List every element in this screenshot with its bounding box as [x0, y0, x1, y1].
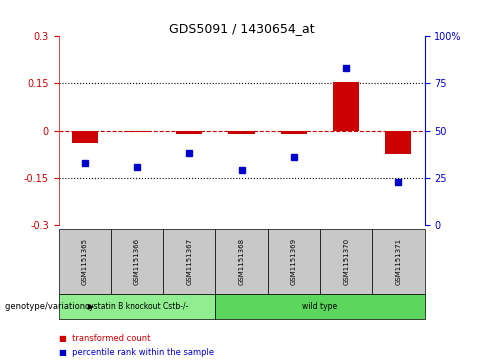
- Bar: [176, 131, 203, 134]
- Text: ■  percentile rank within the sample: ■ percentile rank within the sample: [59, 348, 214, 358]
- Text: wild type: wild type: [303, 302, 338, 311]
- Text: GSM1151365: GSM1151365: [81, 238, 88, 285]
- Text: GSM1151370: GSM1151370: [343, 238, 349, 285]
- Bar: [124, 131, 150, 132]
- Text: GSM1151368: GSM1151368: [239, 238, 244, 285]
- Text: GSM1151369: GSM1151369: [291, 238, 297, 285]
- Text: ■  transformed count: ■ transformed count: [59, 334, 150, 343]
- Bar: [228, 131, 255, 134]
- Bar: [333, 82, 359, 131]
- Text: genotype/variation ▶: genotype/variation ▶: [5, 302, 94, 311]
- Bar: [72, 131, 98, 143]
- Text: GSM1151371: GSM1151371: [395, 238, 402, 285]
- Text: GSM1151366: GSM1151366: [134, 238, 140, 285]
- Text: cystatin B knockout Cstb-/-: cystatin B knockout Cstb-/-: [85, 302, 189, 311]
- Bar: [281, 131, 307, 134]
- Text: GSM1151367: GSM1151367: [186, 238, 192, 285]
- Title: GDS5091 / 1430654_at: GDS5091 / 1430654_at: [169, 22, 314, 35]
- Bar: [386, 131, 411, 154]
